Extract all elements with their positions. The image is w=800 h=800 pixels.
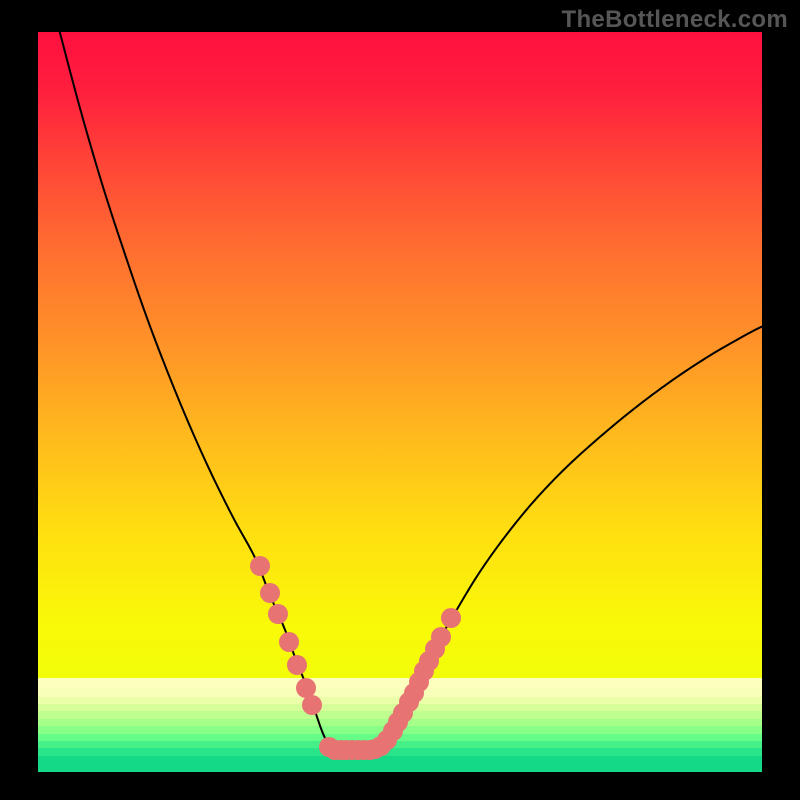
watermark-text: TheBottleneck.com (562, 6, 788, 34)
chart-frame: TheBottleneck.com (0, 0, 800, 800)
band-stripe (38, 678, 762, 690)
gradient-panel (38, 32, 762, 772)
plot-area (38, 32, 762, 772)
band-stripe (38, 756, 762, 773)
